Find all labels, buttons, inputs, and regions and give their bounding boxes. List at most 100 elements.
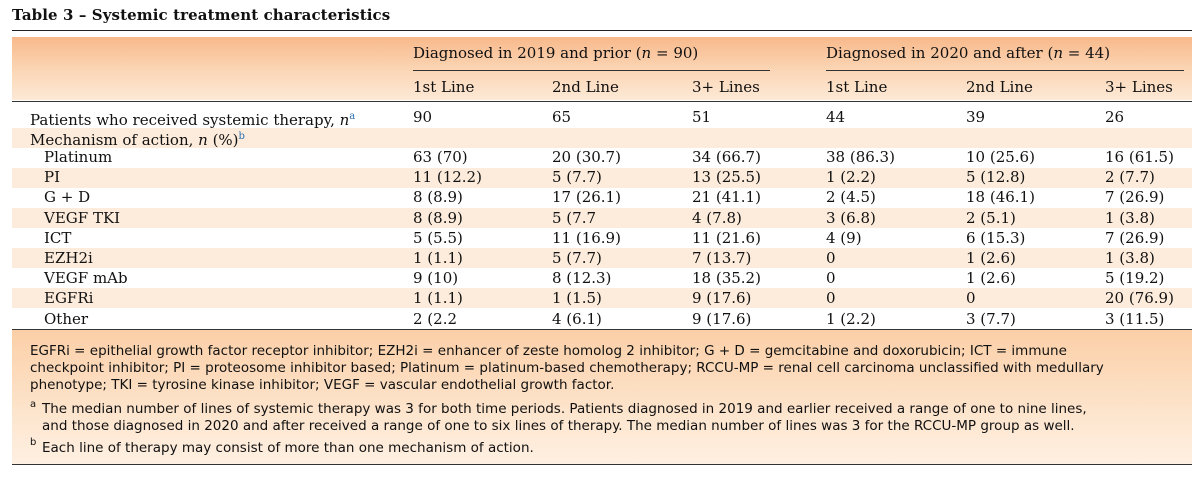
table-cell: 17 (26.1) [552, 188, 621, 206]
table-cell: 8 (12.3) [552, 269, 612, 287]
table-cell: 10 (25.6) [966, 148, 1035, 166]
row-label: Other [44, 310, 89, 328]
footnote-a-marker: a [30, 399, 37, 410]
footnote-abbrev-line-1: EGFRi = epithelial growth factor recepto… [30, 343, 1067, 359]
footnote-abbrev-line-2: checkpoint inhibitor; PI = proteosome in… [30, 360, 1104, 376]
table-cell: 7 (26.9) [1105, 188, 1165, 206]
table-cell: 63 (70) [413, 148, 468, 166]
table-cell: 18 (46.1) [966, 188, 1035, 206]
row-label: VEGF mAb [44, 269, 128, 287]
table-cell: 8 (8.9) [413, 209, 463, 227]
table-cell: 18 (35.2) [692, 269, 761, 287]
row-label: PI [44, 168, 61, 186]
table-cell: 9 (17.6) [692, 310, 752, 328]
group-rule-2020 [826, 70, 1184, 71]
col-header-2nd-2019: 2nd Line [552, 78, 619, 96]
table-cell: 2 (4.5) [826, 188, 876, 206]
table-cell: 1 (1.1) [413, 249, 463, 267]
row-label: EZH2i [44, 249, 93, 267]
row-shade [12, 208, 1192, 228]
table-cell: 16 (61.5) [1105, 148, 1174, 166]
row-label: VEGF TKI [44, 209, 121, 227]
table-title: Table 3 – Systemic treatment characteris… [12, 6, 391, 24]
table-cell: 20 (76.9) [1105, 289, 1174, 307]
table-cell: 4 (9) [826, 229, 862, 247]
footnote-b-line-1: Each line of therapy may consist of more… [42, 440, 534, 456]
table-cell: 1 (1.1) [413, 289, 463, 307]
table-cell: 5 (7.7) [552, 168, 602, 186]
table-cell: 3 (6.8) [826, 209, 876, 227]
footnote-a-line-1: The median number of lines of systemic t… [42, 401, 1087, 417]
table-cell: 11 (16.9) [552, 229, 621, 247]
row-shade [12, 168, 1192, 188]
table-cell: 1 (1.5) [552, 289, 602, 307]
footnote-area [12, 330, 1192, 464]
table-cell: 51 [692, 108, 712, 126]
row-label: EGFRi [44, 289, 94, 307]
table-cell: 1 (3.8) [1105, 249, 1155, 267]
row-label-patients: Patients who received systemic therapy, … [30, 111, 356, 129]
row-shade [12, 248, 1192, 268]
table-cell: 1 (2.2) [826, 310, 876, 328]
table-cell: 0 [966, 289, 976, 307]
table-cell: 39 [966, 108, 986, 126]
group-header-2019: Diagnosed in 2019 and prior (n = 90) [413, 44, 699, 62]
footnote-b-marker: b [30, 437, 37, 448]
footnote-a-line-2: and those diagnosed in 2020 and after re… [42, 418, 1075, 434]
table-bottom-rule [12, 329, 1192, 330]
group-rule-2019 [413, 70, 770, 71]
table-cell: 2 (7.7) [1105, 168, 1155, 186]
table-cell: 13 (25.5) [692, 168, 761, 186]
table-cell: 5 (7.7 [552, 209, 597, 227]
table-cell: 2 (2.2 [413, 310, 458, 328]
table-cell: 7 (13.7) [692, 249, 752, 267]
table-cell: 8 (8.9) [413, 188, 463, 206]
table-cell: 90 [413, 108, 433, 126]
table-cell: 2 (5.1) [966, 209, 1016, 227]
table-cell: 9 (17.6) [692, 289, 752, 307]
table-cell: 65 [552, 108, 572, 126]
table-cell: 0 [826, 249, 836, 267]
table-cell: 5 (12.8) [966, 168, 1026, 186]
table-header [12, 37, 1192, 100]
table-cell: 1 (3.8) [1105, 209, 1155, 227]
table-cell: 6 (15.3) [966, 229, 1026, 247]
table-cell: 9 (10) [413, 269, 459, 287]
table-cell: 1 (2.2) [826, 168, 876, 186]
row-label-mechanism: Mechanism of action, n (%)b [30, 131, 245, 149]
footnote-abbrev-line-3: phenotype; TKI = tyrosine kinase inhibit… [30, 377, 615, 393]
header-rule [12, 101, 1192, 102]
col-header-1st-2019: 1st Line [413, 78, 475, 96]
table-cell: 34 (66.7) [692, 148, 761, 166]
row-label: Platinum [44, 148, 113, 166]
top-rule [12, 30, 1192, 31]
table-cell: 11 (21.6) [692, 229, 761, 247]
col-header-3plus-2019: 3+ Lines [692, 78, 760, 96]
table-cell: 21 (41.1) [692, 188, 761, 206]
table-cell: 0 [826, 269, 836, 287]
table-cell: 3 (7.7) [966, 310, 1016, 328]
table-cell: 1 (2.6) [966, 249, 1016, 267]
row-label: ICT [44, 229, 72, 247]
table-cell: 38 (86.3) [826, 148, 895, 166]
col-header-1st-2020: 1st Line [826, 78, 888, 96]
table-cell: 4 (6.1) [552, 310, 602, 328]
table-cell: 5 (19.2) [1105, 269, 1165, 287]
table-cell: 26 [1105, 108, 1125, 126]
row-shade [12, 288, 1192, 308]
row-shade [12, 128, 1192, 148]
table-cell: 1 (2.6) [966, 269, 1016, 287]
table-cell: 3 (11.5) [1105, 310, 1165, 328]
row-label: G + D [44, 188, 91, 206]
table-cell: 4 (7.8) [692, 209, 742, 227]
group-header-2020: Diagnosed in 2020 and after (n = 44) [826, 44, 1111, 62]
table-cell: 20 (30.7) [552, 148, 621, 166]
col-header-2nd-2020: 2nd Line [966, 78, 1033, 96]
bottom-rule [12, 464, 1192, 465]
table-cell: 44 [826, 108, 846, 126]
table-cell: 5 (7.7) [552, 249, 602, 267]
table-cell: 7 (26.9) [1105, 229, 1165, 247]
col-header-3plus-2020: 3+ Lines [1105, 78, 1173, 96]
table-cell: 5 (5.5) [413, 229, 463, 247]
table-cell: 11 (12.2) [413, 168, 482, 186]
